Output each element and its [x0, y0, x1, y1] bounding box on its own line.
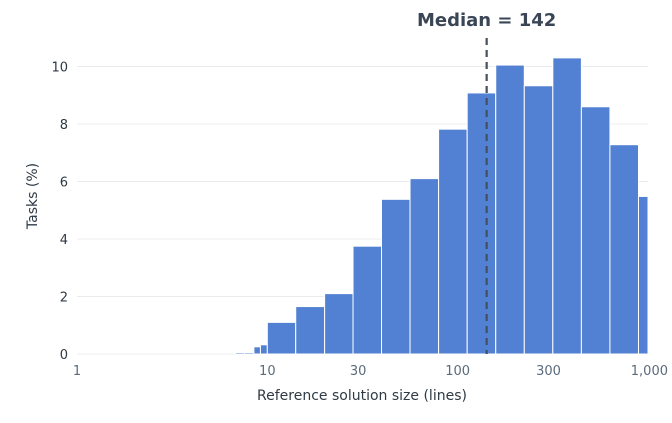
y-axis-ticks: 0 2 4 6 8 10 [51, 61, 68, 364]
x-tick-label: 100 [445, 364, 470, 379]
histogram-bar [381, 198, 411, 355]
x-tick-label: 300 [536, 364, 561, 379]
histogram-bar [244, 352, 255, 355]
y-tick-label: 8 [60, 118, 68, 133]
median-label: Median = 142 [417, 10, 556, 31]
histogram-bar [253, 346, 261, 355]
histogram-bar [466, 92, 497, 355]
y-tick-label: 0 [60, 348, 68, 363]
x-tick-label: 10 [259, 364, 276, 379]
y-tick-label: 10 [51, 61, 68, 76]
x-axis-ticks: 1 10 30 100 300 1,000 [73, 364, 668, 379]
histogram-bar [324, 293, 354, 355]
histogram-bar [352, 245, 383, 355]
histogram-bar [295, 306, 326, 355]
x-tick-label: 1,000 [631, 364, 668, 379]
histogram-bar [609, 144, 639, 355]
x-tick-label: 30 [350, 364, 367, 379]
y-tick-label: 4 [60, 233, 68, 248]
histogram-bar [259, 344, 268, 355]
y-axis-title: Tasks (%) [25, 163, 41, 230]
histogram-bars [234, 57, 649, 355]
y-tick-label: 6 [60, 176, 68, 191]
histogram-bar [266, 321, 297, 355]
y-tick-label: 2 [60, 291, 68, 306]
x-axis-title: Reference solution size (lines) [257, 388, 467, 404]
histogram-bar [495, 64, 525, 355]
histogram-bar [523, 85, 554, 355]
x-tick-label: 1 [73, 364, 81, 379]
histogram-bar [438, 128, 468, 355]
histogram-bar [637, 195, 649, 355]
histogram-bar [409, 178, 440, 355]
histogram-bar [552, 57, 582, 355]
histogram-bar [234, 352, 246, 355]
histogram-bar [580, 106, 611, 355]
